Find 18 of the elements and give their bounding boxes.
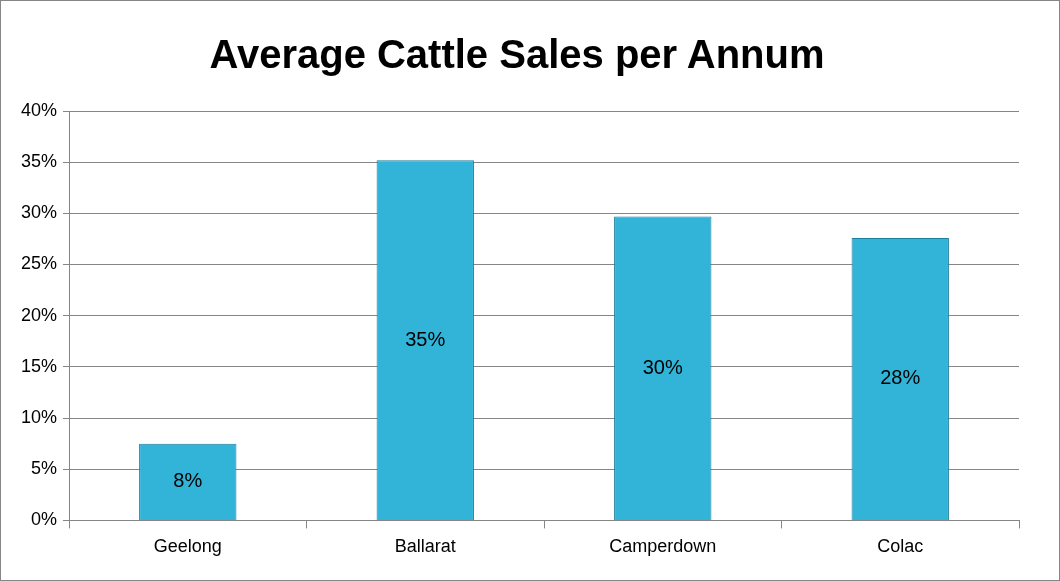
- y-tick-label: 20%: [21, 304, 58, 325]
- data-label: 30%: [642, 355, 683, 378]
- data-label: 28%: [880, 366, 921, 389]
- y-tick-label: 0%: [31, 509, 58, 530]
- y-tick-label: 15%: [21, 355, 58, 376]
- data-label: 8%: [173, 469, 203, 492]
- y-tick-label: 30%: [21, 202, 58, 223]
- y-tick-label: 40%: [21, 99, 58, 120]
- y-tick-label: 25%: [21, 253, 58, 274]
- x-tick-label: Colac: [877, 536, 924, 557]
- x-tick-label: Geelong: [153, 536, 222, 557]
- x-tick-label: Camperdown: [609, 536, 717, 557]
- x-tick-label: Ballarat: [394, 536, 456, 557]
- data-label: 35%: [405, 327, 446, 350]
- y-tick-label: 35%: [21, 151, 58, 172]
- y-tick-label: 5%: [31, 458, 58, 479]
- chart-title: Average Cattle Sales per Annum: [209, 32, 825, 77]
- y-tick-label: 10%: [21, 407, 58, 428]
